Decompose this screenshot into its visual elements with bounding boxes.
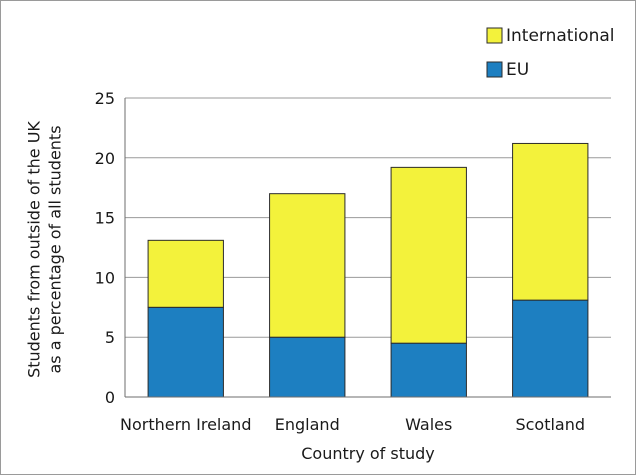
- y-axis-title: Students from outside of the UK as a per…: [25, 121, 65, 378]
- x-tick-label: Northern Ireland: [120, 415, 251, 434]
- y-tick-label: 25: [95, 89, 115, 108]
- bar-international-wales: [390, 166, 467, 344]
- legend-swatch-international: [486, 27, 503, 44]
- bar-eu-wales: [390, 342, 467, 398]
- y-tick-label: 20: [95, 149, 115, 168]
- bars: [147, 142, 589, 398]
- y-tick-label: 5: [105, 328, 115, 347]
- y-axis-title-line-1: Students from outside of the UK: [25, 121, 44, 378]
- x-tick-labels: Northern Ireland England Wales Scotland: [120, 415, 585, 434]
- y-axis-title-line-2: as a percentage of all students: [46, 125, 65, 373]
- x-axis-title: Country of study: [301, 444, 435, 463]
- y-tick-label: 0: [105, 388, 115, 407]
- bar-international-england: [269, 193, 346, 338]
- x-tick-label: Scotland: [515, 415, 585, 434]
- bar-international-northern-ireland: [147, 239, 224, 308]
- legend-label-international: International: [506, 26, 615, 46]
- y-tick-label: 10: [95, 268, 115, 287]
- y-tick-labels: 0 5 10 15 20 25: [95, 89, 115, 407]
- bar-international-scotland: [512, 142, 589, 301]
- bar-eu-scotland: [512, 299, 589, 398]
- legend: International EU: [486, 26, 615, 80]
- x-tick-label: England: [275, 415, 340, 434]
- legend-label-eu: EU: [506, 60, 529, 80]
- bar-eu-northern-ireland: [147, 306, 224, 398]
- x-tick-label: Wales: [405, 415, 452, 434]
- legend-swatch-eu: [486, 61, 503, 78]
- y-tick-label: 15: [95, 209, 115, 228]
- bar-eu-england: [269, 336, 346, 398]
